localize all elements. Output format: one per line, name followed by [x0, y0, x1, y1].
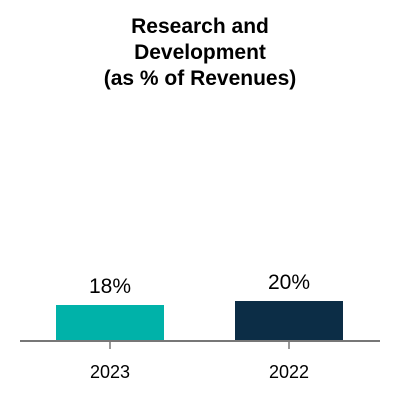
x-tick-label-2022: 2022 — [269, 362, 309, 382]
labels-group: 18% 20% — [89, 271, 310, 298]
x-tick-label-2023: 2023 — [90, 362, 130, 382]
chart-title: Research and Development (as % of Revenu… — [0, 14, 400, 92]
data-label-2023: 18% — [89, 275, 131, 298]
chart-title-line-2: Development — [134, 41, 266, 64]
ticks-group: 2023 2022 — [90, 341, 309, 382]
data-label-2022: 20% — [268, 271, 310, 294]
bar-2023 — [56, 305, 164, 341]
bar-2022 — [235, 301, 343, 341]
chart-title-line-1: Research and — [131, 15, 269, 38]
bars-group — [56, 301, 343, 341]
chart-title-line-3: (as % of Revenues) — [103, 67, 297, 90]
